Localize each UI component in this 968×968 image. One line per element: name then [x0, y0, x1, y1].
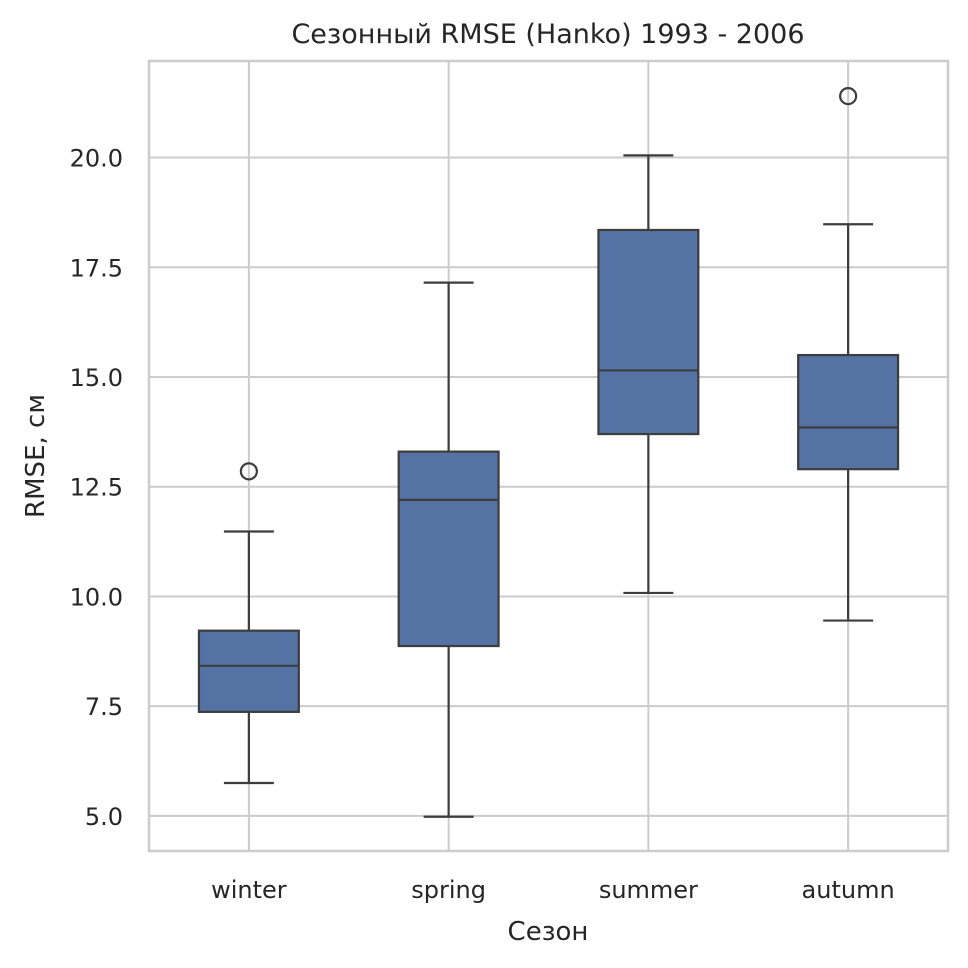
y-tick-label: 17.5	[70, 254, 123, 282]
iqr-box	[397, 450, 500, 648]
iqr-box	[597, 228, 700, 436]
y-tick-label: 7.5	[85, 693, 123, 721]
x-axis-label: Сезон	[508, 917, 589, 947]
chart-title: Сезонный RMSE (Hanko) 1993 - 2006	[291, 19, 804, 50]
y-tick-label: 5.0	[85, 803, 123, 831]
iqr-box	[797, 353, 900, 471]
x-tick-label: autumn	[802, 876, 895, 904]
boxes	[197, 87, 900, 818]
x-tick-label: winter	[211, 876, 287, 904]
box-group-autumn	[797, 87, 900, 622]
y-tick-label: 12.5	[70, 474, 123, 502]
y-tick-label: 15.0	[70, 364, 123, 392]
box-group-spring	[397, 281, 500, 818]
x-axis-ticks: winter spring summer autumn	[211, 876, 895, 904]
plot-frame	[147, 59, 950, 853]
box-group-winter	[197, 462, 300, 785]
x-tick-label: summer	[599, 876, 698, 904]
outlier-point	[239, 462, 258, 481]
x-tick-label: spring	[411, 876, 486, 904]
outlier-point	[839, 87, 858, 106]
y-axis-label: RMSE, см	[21, 394, 51, 518]
box-group-summer	[597, 154, 700, 595]
iqr-box	[197, 629, 300, 713]
y-axis-ticks: 5.0 7.5 10.0 12.5 15.0 17.5 20.0	[70, 145, 123, 831]
y-tick-label: 10.0	[70, 583, 123, 611]
y-tick-label: 20.0	[70, 145, 123, 173]
